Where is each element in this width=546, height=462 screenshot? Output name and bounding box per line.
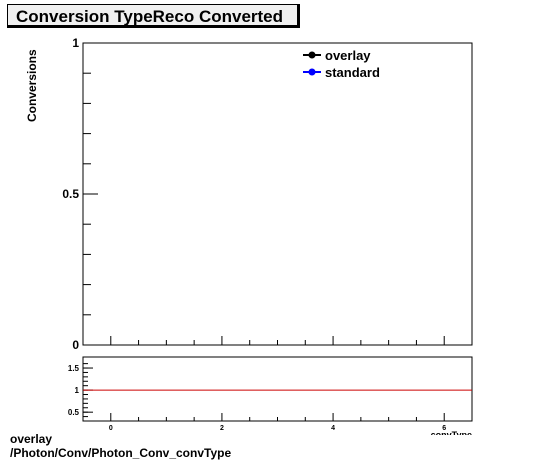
x-label-clip-mask [383,435,483,455]
legend-label-overlay: overlay [325,48,371,63]
legend-label-standard: standard [325,65,380,80]
legend-marker-overlay [308,51,316,59]
ratio-x-tick-label: 0 [109,425,113,432]
ratio-x-tick-label: 4 [331,425,335,432]
ratio-plot-frame [82,356,473,422]
ratio-y-tick-label: 0.5 [68,408,80,417]
footer-label: overlay [10,432,53,446]
main-y-tick-label: 1 [72,36,79,50]
ratio-y-tick-label: 1 [75,386,80,395]
chart-title-box: Conversion TypeReco Converted [7,4,300,28]
ratio-y-tick-label: 1.5 [68,364,80,373]
chart-title: Conversion TypeReco Converted [16,7,284,26]
main-y-tick-label: 0.5 [62,187,79,201]
ratio-x-tick-label: 6 [442,425,446,432]
legend-marker-standard [308,68,316,76]
ratio-x-tick-label: 2 [220,425,224,432]
main-y-tick-label: 0 [72,338,79,352]
main-plot-frame [82,42,473,346]
footer-path: /Photon/Conv/Photon_Conv_convType [10,446,232,460]
